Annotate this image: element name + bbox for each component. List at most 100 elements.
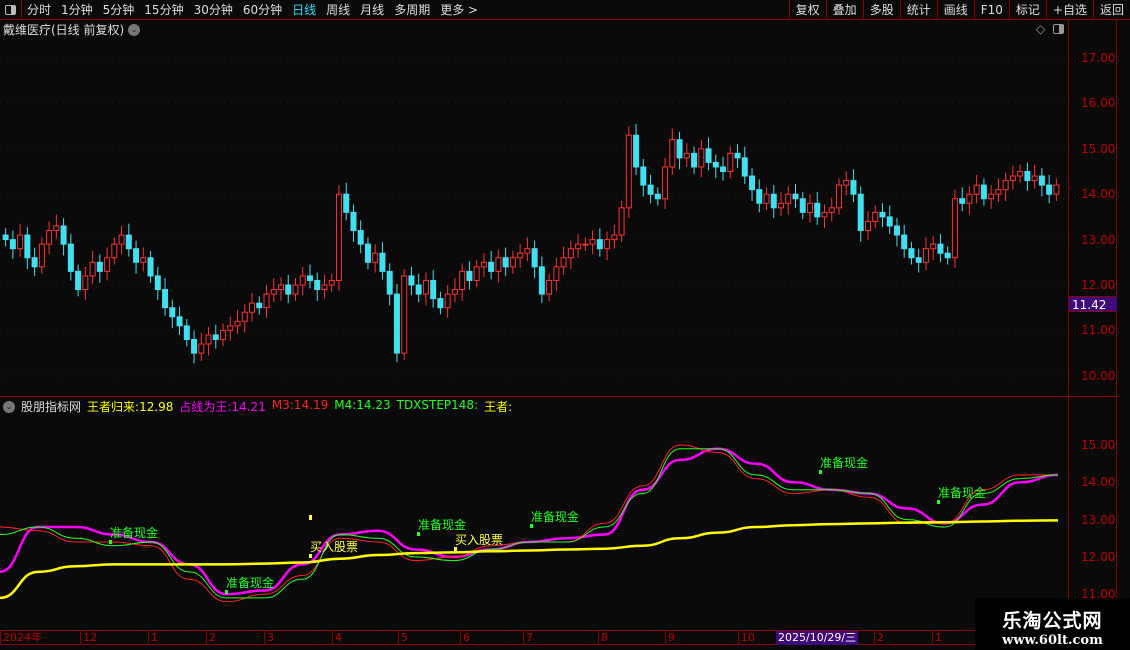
candle bbox=[147, 250, 154, 283]
toolbar-button[interactable]: 标记 bbox=[1008, 0, 1046, 20]
candle bbox=[785, 186, 792, 215]
candle bbox=[241, 304, 248, 333]
legend-label: TDXSTEP148: bbox=[396, 398, 479, 412]
candle bbox=[1017, 164, 1024, 183]
watermark-url: www.60lt.com bbox=[1002, 633, 1103, 648]
time-tick: 2 bbox=[206, 631, 216, 645]
candle bbox=[437, 291, 444, 315]
indicator-tick: 11.00 bbox=[1081, 587, 1116, 602]
signal-marker bbox=[937, 500, 940, 504]
panel-icon[interactable] bbox=[1053, 24, 1065, 34]
stock-title: 戴维医疗(日线 前复权) bbox=[3, 23, 125, 37]
period-tab[interactable]: 日线 bbox=[292, 3, 317, 17]
candle bbox=[234, 309, 241, 334]
period-tab[interactable]: 月线 bbox=[360, 3, 385, 17]
time-tick: 8 bbox=[598, 631, 608, 645]
period-tab[interactable]: 60分钟 bbox=[242, 3, 283, 17]
time-axis[interactable]: 2025/10/29/三 2024年 12 1 2 3 4 5 6 7 8 9 10 2 1 bbox=[0, 630, 1117, 645]
pane-divider[interactable] bbox=[0, 396, 1117, 397]
candle bbox=[575, 233, 582, 258]
candle bbox=[937, 233, 944, 263]
cursor-date: 2025/10/29/三 bbox=[776, 631, 859, 645]
candle bbox=[169, 299, 176, 329]
candle bbox=[741, 146, 748, 184]
signal-marker bbox=[109, 540, 112, 544]
time-tick: 9 bbox=[665, 631, 675, 645]
period-tab[interactable]: 15分钟 bbox=[144, 3, 184, 17]
price-tick: 10.00 bbox=[1081, 368, 1116, 383]
candle bbox=[582, 237, 589, 251]
candle bbox=[973, 174, 980, 204]
time-tick: 2024年 bbox=[0, 631, 42, 645]
candle bbox=[372, 244, 379, 273]
period-tab[interactable]: 周线 bbox=[326, 3, 351, 17]
candle bbox=[850, 169, 857, 203]
candle bbox=[959, 187, 966, 212]
toolbar-button[interactable]: 复权 bbox=[788, 0, 826, 20]
legend-item: M3:14.19 bbox=[272, 398, 328, 415]
legend-value: 12.98 bbox=[139, 400, 174, 414]
candle bbox=[459, 263, 466, 301]
candle bbox=[502, 247, 509, 276]
toolbar-button[interactable]: 叠加 bbox=[825, 0, 863, 20]
toolbar-button[interactable]: +自选 bbox=[1045, 0, 1093, 20]
signal-marker bbox=[454, 547, 457, 551]
chevron-down-icon[interactable]: ⌄ bbox=[3, 400, 15, 413]
period-tab[interactable]: 分时 bbox=[27, 3, 52, 17]
toolbar-button[interactable]: 统计 bbox=[899, 0, 937, 20]
candle bbox=[176, 306, 183, 335]
signal-annotation: 准备现金 bbox=[110, 525, 158, 540]
candle bbox=[60, 218, 67, 256]
legend-label: 王者归来: bbox=[87, 400, 140, 414]
candle bbox=[864, 211, 871, 240]
legend-item: M4:14.23 bbox=[334, 398, 390, 415]
candle bbox=[734, 144, 741, 169]
candle bbox=[654, 187, 661, 206]
candle bbox=[386, 263, 393, 306]
layout-toggle-button[interactable] bbox=[0, 0, 22, 20]
toolbar-button[interactable]: 多股 bbox=[862, 0, 900, 20]
watermark-title: 乐淘公式网 bbox=[1002, 610, 1103, 632]
price-chart[interactable] bbox=[0, 20, 1068, 396]
diamond-icon[interactable]: ◇ bbox=[1036, 22, 1046, 36]
candle bbox=[133, 240, 140, 274]
toolbar-button[interactable]: 画线 bbox=[936, 0, 974, 20]
signal-annotation: 准备现金 bbox=[938, 485, 986, 500]
period-tab[interactable]: 多周期 bbox=[394, 3, 431, 17]
candle bbox=[604, 231, 611, 261]
candle bbox=[343, 182, 350, 221]
candle bbox=[930, 236, 937, 261]
toolbar-button[interactable]: F10 bbox=[973, 0, 1009, 20]
candle bbox=[596, 228, 603, 257]
indicator-line-M4 bbox=[0, 448, 1059, 599]
indicator-tick: 14.00 bbox=[1081, 475, 1116, 490]
chevron-down-icon[interactable]: ⌄ bbox=[128, 23, 141, 36]
candle bbox=[625, 126, 632, 219]
period-tab[interactable]: 更多 > bbox=[440, 3, 479, 17]
legend-label: M3: bbox=[271, 398, 294, 412]
candle bbox=[756, 179, 763, 213]
candle bbox=[553, 257, 560, 291]
panel-icon bbox=[5, 4, 16, 15]
signal-marker bbox=[225, 590, 228, 594]
candle bbox=[488, 250, 495, 280]
price-axis[interactable]: 11.42 17.00 16.00 15.00 14.00 13.00 12.00 11.0… bbox=[1068, 20, 1117, 630]
side-panel-strip[interactable] bbox=[1117, 20, 1130, 630]
period-tab[interactable]: 5分钟 bbox=[102, 3, 135, 17]
period-tab[interactable]: 30分钟 bbox=[193, 3, 233, 17]
price-tick: 12.00 bbox=[1081, 278, 1116, 292]
toolbar-button[interactable]: 返回 bbox=[1092, 0, 1130, 20]
candle bbox=[444, 285, 451, 318]
signal-marker bbox=[309, 515, 312, 520]
price-tick: 16.00 bbox=[1081, 96, 1116, 111]
candle bbox=[944, 246, 951, 265]
period-tab[interactable]: 1分钟 bbox=[61, 3, 93, 17]
signal-marker bbox=[530, 524, 533, 528]
time-tick: 3 bbox=[264, 631, 274, 645]
candle bbox=[183, 319, 190, 347]
signal-annotation: 准备现金 bbox=[820, 455, 868, 470]
candle bbox=[198, 332, 205, 362]
candle bbox=[821, 204, 828, 229]
candle bbox=[720, 156, 727, 181]
